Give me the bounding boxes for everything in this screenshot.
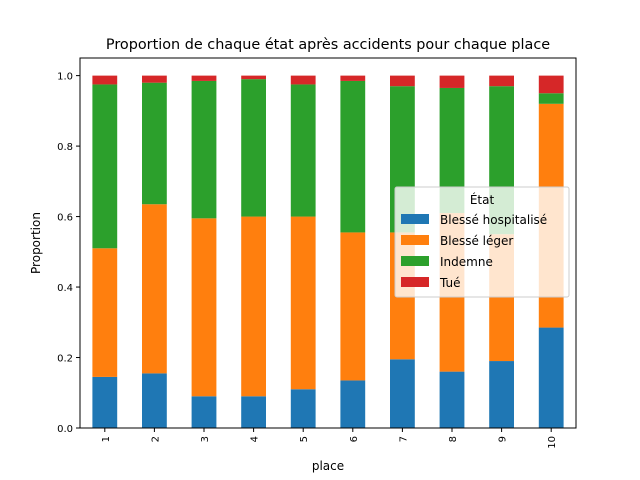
bar-segment <box>142 75 167 83</box>
legend-swatch <box>401 256 429 266</box>
bar-segment <box>290 84 316 217</box>
y-tick-label: 0.6 <box>57 213 73 224</box>
bar-segment <box>439 75 465 88</box>
y-axis-label: Proportion <box>29 212 43 274</box>
y-tick-label: 0.4 <box>57 283 73 294</box>
bar-segment <box>538 93 564 104</box>
bar-segment <box>142 204 167 374</box>
bar-segment <box>340 75 366 81</box>
legend-entry-label: Blessé hospitalisé <box>440 213 547 227</box>
x-axis-label: place <box>312 459 344 473</box>
bar-segment <box>439 371 465 428</box>
y-axis: 0.0 0.2 0.4 0.6 0.8 1.0 <box>57 72 80 435</box>
bar-segment <box>340 380 366 428</box>
x-tick-label: 8 <box>448 436 459 442</box>
bar-segment <box>538 327 564 428</box>
bar-segment <box>92 84 118 249</box>
plot-area-frame <box>79 57 577 429</box>
bar-segment <box>390 359 415 428</box>
y-tick-label: 0.2 <box>57 354 73 365</box>
bar-segment <box>191 75 217 81</box>
legend-entry-label: Indemne <box>440 255 493 269</box>
bar-segment <box>340 80 366 233</box>
legend-entry-label: Blessé léger <box>440 234 513 248</box>
bar-segment <box>92 75 118 85</box>
bar-segment <box>241 216 266 397</box>
bar-segment <box>142 82 167 205</box>
y-tick-label: 0.8 <box>57 142 73 153</box>
bar-segment <box>92 376 118 428</box>
x-tick-label: 9 <box>498 436 509 442</box>
x-tick-label: 1 <box>101 436 112 442</box>
bar-segment <box>489 75 514 87</box>
x-tick-label: 4 <box>250 436 261 442</box>
x-tick-label: 5 <box>299 436 310 442</box>
bar-segment <box>191 396 217 428</box>
legend-swatch <box>401 277 429 287</box>
bar-segment <box>489 361 514 428</box>
bar-segment <box>241 75 266 80</box>
bar-segment <box>290 216 316 390</box>
chart-title: Proportion de chaque état après accident… <box>106 37 550 53</box>
x-tick-label: 10 <box>547 436 558 449</box>
y-tick-label: 0.0 <box>57 424 73 435</box>
legend-entry-label: Tué <box>439 276 461 290</box>
bar-segment <box>191 80 217 219</box>
legend-swatch <box>401 214 429 224</box>
bar-segment <box>142 373 167 428</box>
x-tick-label: 2 <box>150 436 161 442</box>
bar-segment <box>290 389 316 428</box>
legend-swatch <box>401 235 429 245</box>
bar-segment <box>290 75 316 85</box>
x-tick-label: 7 <box>398 436 409 442</box>
legend: État Blessé hospitalisé Blessé léger Indemn… <box>394 186 570 298</box>
bar-segment <box>538 75 564 94</box>
legend-frame <box>394 186 570 298</box>
x-tick-label: 6 <box>349 436 360 442</box>
bar-segment <box>92 248 118 377</box>
x-tick-label: 3 <box>200 436 211 442</box>
legend-title: État <box>470 192 495 207</box>
bar-segment <box>390 75 415 87</box>
bar-segment <box>340 232 366 381</box>
bar-segment <box>191 218 217 397</box>
x-axis: 1 2 3 4 5 6 7 8 9 10 <box>101 428 558 449</box>
y-tick-label: 1.0 <box>57 72 73 83</box>
bar-segment <box>241 396 266 428</box>
bar-segment <box>241 79 266 217</box>
